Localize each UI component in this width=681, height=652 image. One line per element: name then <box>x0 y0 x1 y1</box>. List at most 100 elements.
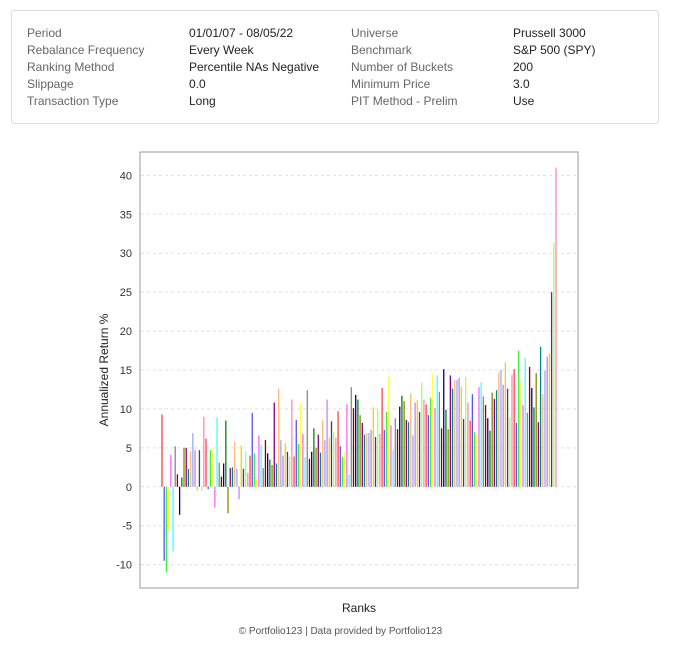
bar <box>216 417 218 487</box>
setting-label: Benchmark <box>351 43 412 57</box>
bar <box>194 450 196 487</box>
bar <box>167 486 170 530</box>
bar <box>539 346 542 487</box>
bar <box>256 479 258 487</box>
bar <box>170 454 172 487</box>
bar <box>267 453 269 487</box>
bar <box>412 435 414 487</box>
bar <box>399 406 401 487</box>
settings-panel: Period 01/01/07 - 08/05/22 Universe Prussel… <box>11 10 659 124</box>
bar <box>322 419 324 487</box>
bar <box>520 381 522 487</box>
setting-value: 01/01/07 - 08/05/22 <box>189 26 294 40</box>
y-tick-label: -10 <box>116 560 132 572</box>
bar <box>302 433 304 487</box>
bar <box>200 486 203 491</box>
bar <box>506 388 509 487</box>
bar <box>407 422 410 487</box>
bar <box>207 486 209 490</box>
bar <box>346 404 348 487</box>
bar <box>462 419 465 487</box>
bar <box>269 459 271 487</box>
setting-value: 3.0 <box>513 77 530 91</box>
bar <box>238 486 240 500</box>
bar <box>240 445 242 487</box>
bar <box>368 433 370 487</box>
setting-value: Prussell 3000 <box>513 26 586 40</box>
bar <box>178 486 181 515</box>
bar <box>550 292 553 487</box>
bar <box>315 447 317 487</box>
bar <box>418 412 421 487</box>
bar <box>196 486 198 491</box>
bar <box>341 457 344 487</box>
bar <box>244 450 247 487</box>
bar <box>203 416 205 487</box>
bar <box>324 440 326 487</box>
bar <box>271 464 273 487</box>
bar <box>447 429 449 487</box>
bar <box>355 394 357 487</box>
bar <box>396 429 399 487</box>
bar <box>214 486 216 508</box>
bar <box>495 390 498 487</box>
bar <box>487 418 489 487</box>
bar <box>473 432 476 487</box>
bar <box>537 422 540 487</box>
bar <box>440 428 443 487</box>
bar <box>348 474 350 487</box>
bar <box>161 414 163 487</box>
bar <box>423 399 425 487</box>
bar <box>513 369 515 487</box>
bar <box>282 455 284 487</box>
chart-container: -10 -5 0 5 10 15 20 25 30 35 40 Annualized Return … <box>0 140 681 640</box>
bar <box>337 411 339 487</box>
bar <box>465 377 467 487</box>
bar <box>361 422 363 487</box>
settings-row: Transaction Type Long PIT Method - Prelim U… <box>12 93 652 110</box>
bar <box>491 392 493 487</box>
bar <box>286 451 289 487</box>
bar <box>220 476 223 487</box>
y-tick-label: 0 <box>126 482 132 494</box>
bar <box>247 472 249 487</box>
bar <box>253 453 256 487</box>
bar <box>304 457 306 487</box>
bar <box>372 407 374 487</box>
bar <box>548 353 551 487</box>
y-tick-label: 35 <box>120 209 132 221</box>
bar <box>460 387 462 487</box>
bar <box>335 437 337 487</box>
bar <box>555 167 557 487</box>
bar <box>390 425 392 487</box>
bar <box>469 420 471 487</box>
setting-label: Transaction Type <box>27 94 119 108</box>
y-tick-label: 10 <box>120 404 132 416</box>
settings-row: Rebalance Frequency Every Week Benchmark S&… <box>12 42 652 59</box>
bar <box>429 398 432 487</box>
setting-label: Ranking Method <box>27 60 115 74</box>
bar <box>297 443 300 487</box>
bar <box>544 370 546 487</box>
bar <box>482 396 485 487</box>
bar <box>524 358 526 487</box>
bar <box>211 448 214 487</box>
setting-label: Rebalance Frequency <box>27 43 145 57</box>
bar <box>502 384 504 487</box>
bar <box>438 391 440 487</box>
bar <box>414 402 416 487</box>
bar <box>233 441 236 487</box>
bar <box>192 433 194 487</box>
bar <box>205 438 207 487</box>
setting-value: Use <box>513 94 535 108</box>
bar <box>498 372 500 487</box>
bar <box>249 455 251 487</box>
bar <box>443 369 445 487</box>
bar <box>542 394 544 487</box>
grid-lines <box>141 174 577 566</box>
bar <box>275 463 278 487</box>
bar <box>359 415 361 487</box>
bar <box>370 429 372 487</box>
bar <box>280 440 282 487</box>
bar <box>366 433 368 487</box>
